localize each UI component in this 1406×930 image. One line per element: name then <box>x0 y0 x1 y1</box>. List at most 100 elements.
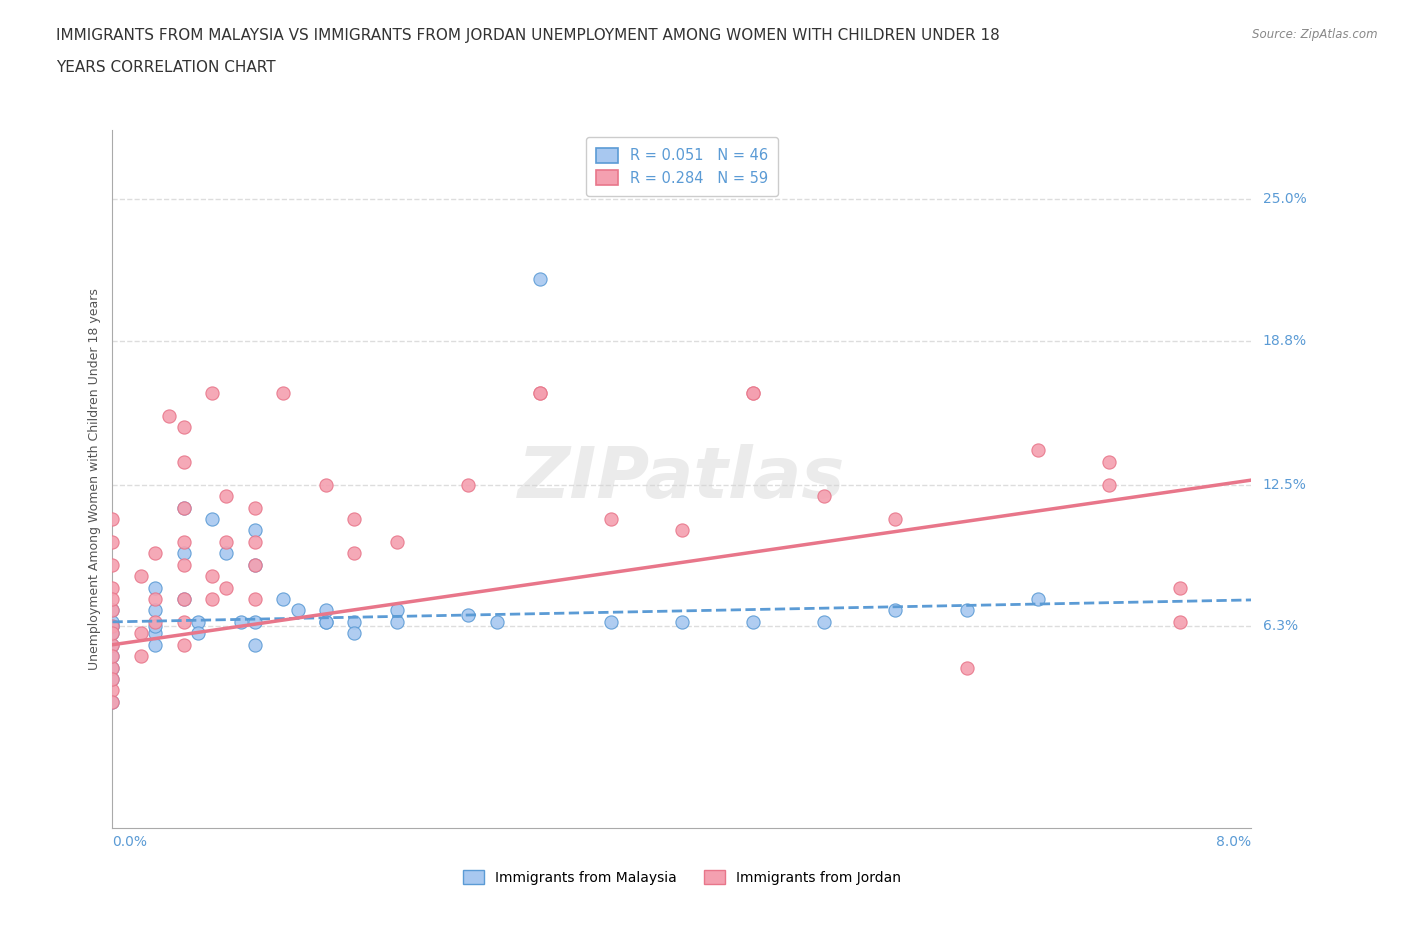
Point <box>457 607 479 622</box>
Point <box>243 557 266 572</box>
Point <box>101 671 124 686</box>
Point <box>201 569 224 584</box>
Point <box>529 386 551 401</box>
Point <box>101 683 124 698</box>
Point <box>101 619 124 634</box>
Point <box>315 615 337 630</box>
Point <box>173 591 195 606</box>
Text: 25.0%: 25.0% <box>1263 192 1306 206</box>
Point <box>101 619 124 634</box>
Point <box>1098 477 1121 492</box>
Point <box>101 619 124 634</box>
Point <box>143 615 166 630</box>
Point <box>173 500 195 515</box>
Point <box>671 615 693 630</box>
Point <box>343 626 366 641</box>
Point <box>215 488 238 503</box>
Point <box>385 603 409 618</box>
Point <box>129 626 152 641</box>
Point <box>457 477 479 492</box>
Point <box>343 615 366 630</box>
Point <box>143 591 166 606</box>
Point <box>173 637 195 652</box>
Point <box>671 523 693 538</box>
Point <box>315 603 337 618</box>
Legend: Immigrants from Malaysia, Immigrants from Jordan: Immigrants from Malaysia, Immigrants fro… <box>457 865 907 891</box>
Y-axis label: Unemployment Among Women with Children Under 18 years: Unemployment Among Women with Children U… <box>89 288 101 670</box>
Point <box>129 649 152 664</box>
Point <box>813 615 835 630</box>
Point <box>385 535 409 550</box>
Point <box>143 626 166 641</box>
Point <box>956 603 979 618</box>
Point <box>101 660 124 675</box>
Point <box>243 535 266 550</box>
Point <box>101 615 124 630</box>
Point <box>742 386 765 401</box>
Text: 6.3%: 6.3% <box>1263 619 1298 633</box>
Point <box>101 626 124 641</box>
Point <box>884 512 907 526</box>
Point <box>343 546 366 561</box>
Point <box>742 615 765 630</box>
Point <box>187 615 209 630</box>
Point <box>1098 455 1121 470</box>
Point <box>315 477 337 492</box>
Text: Source: ZipAtlas.com: Source: ZipAtlas.com <box>1253 28 1378 41</box>
Point <box>956 660 979 675</box>
Point <box>101 591 124 606</box>
Point <box>529 272 551 286</box>
Point <box>529 386 551 401</box>
Text: 0.0%: 0.0% <box>112 834 148 848</box>
Point <box>101 512 124 526</box>
Point <box>287 603 309 618</box>
Point <box>1168 615 1191 630</box>
Point <box>243 615 266 630</box>
Point <box>243 637 266 652</box>
Point <box>129 569 152 584</box>
Point <box>173 455 195 470</box>
Point <box>243 557 266 572</box>
Point <box>1026 591 1049 606</box>
Point <box>884 603 907 618</box>
Point <box>159 408 180 423</box>
Point <box>101 557 124 572</box>
Point <box>343 512 366 526</box>
Point <box>813 488 835 503</box>
Point <box>173 557 195 572</box>
Point <box>101 695 124 710</box>
Point <box>101 660 124 675</box>
Point <box>599 615 621 630</box>
Point <box>173 615 195 630</box>
Point <box>101 580 124 595</box>
Text: ZIPatlas: ZIPatlas <box>519 445 845 513</box>
Point <box>271 386 295 401</box>
Point <box>173 420 195 435</box>
Point <box>101 535 124 550</box>
Point <box>143 580 166 595</box>
Point <box>173 500 195 515</box>
Point <box>229 615 252 630</box>
Point <box>215 535 238 550</box>
Point <box>143 619 166 634</box>
Point <box>173 546 195 561</box>
Point <box>742 386 765 401</box>
Point <box>1026 443 1049 458</box>
Point <box>143 546 166 561</box>
Point <box>385 615 409 630</box>
Point <box>101 649 124 664</box>
Point <box>101 695 124 710</box>
Point <box>173 591 195 606</box>
Point <box>201 512 224 526</box>
Point <box>143 603 166 618</box>
Text: 8.0%: 8.0% <box>1216 834 1251 848</box>
Point <box>143 637 166 652</box>
Text: YEARS CORRELATION CHART: YEARS CORRELATION CHART <box>56 60 276 75</box>
Text: 12.5%: 12.5% <box>1263 478 1306 492</box>
Point <box>1168 580 1191 595</box>
Point <box>187 626 209 641</box>
Point <box>101 603 124 618</box>
Point <box>271 591 295 606</box>
Point <box>215 546 238 561</box>
Point <box>315 615 337 630</box>
